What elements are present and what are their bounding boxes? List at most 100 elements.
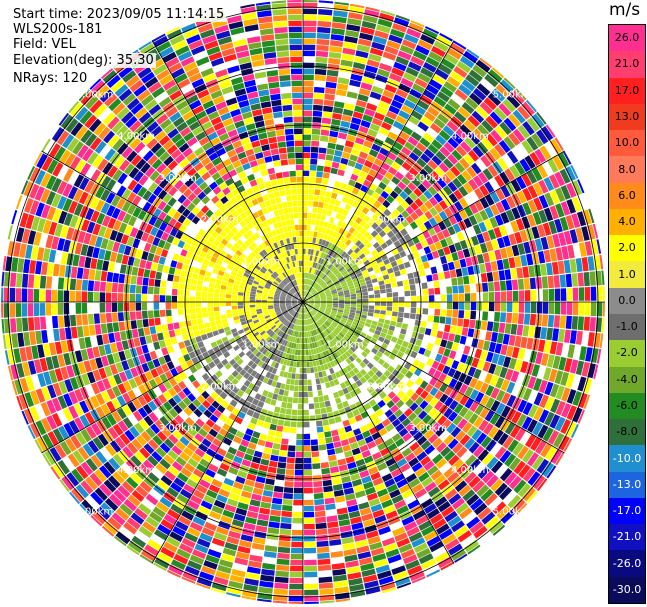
velocity-cell	[306, 319, 310, 325]
velocity-cell	[231, 378, 239, 386]
velocity-cell	[424, 383, 434, 393]
velocity-cell	[499, 280, 507, 291]
velocity-cell	[229, 324, 236, 330]
velocity-cell	[63, 239, 71, 253]
velocity-cell	[69, 290, 76, 302]
velocity-cell	[36, 247, 45, 261]
velocity-cell	[311, 342, 316, 349]
velocity-cell	[394, 343, 402, 351]
velocity-cell	[523, 349, 532, 362]
velocity-cell	[415, 313, 422, 321]
velocity-cell	[86, 347, 95, 360]
velocity-cell	[277, 552, 290, 559]
velocity-cell	[540, 236, 549, 250]
velocity-cell	[156, 479, 169, 491]
velocity-cell	[527, 376, 537, 389]
velocity-cell	[495, 402, 506, 415]
velocity-cell	[262, 557, 276, 564]
velocity-cell	[484, 194, 495, 206]
velocity-cell	[414, 78, 428, 89]
velocity-cell	[443, 141, 455, 153]
velocity-cell	[499, 121, 512, 135]
velocity-cell	[326, 387, 333, 394]
velocity-cell	[307, 373, 312, 380]
velocity-cell	[288, 445, 296, 452]
velocity-cell	[343, 41, 357, 50]
velocity-cell	[365, 586, 381, 595]
velocity-cell	[304, 325, 307, 332]
velocity-cell	[228, 278, 235, 284]
velocity-cell	[344, 294, 351, 298]
velocity-cell	[366, 283, 373, 288]
velocity-cell	[275, 382, 282, 389]
velocity-cell	[517, 278, 524, 290]
velocity-cell	[528, 265, 535, 278]
velocity-cell	[206, 395, 215, 405]
velocity-cell	[250, 370, 258, 377]
velocity-cell	[163, 354, 172, 363]
velocity-cell	[221, 318, 228, 324]
velocity-cell	[575, 258, 583, 272]
velocity-cell	[465, 336, 473, 347]
velocity-cell	[58, 210, 68, 225]
velocity-cell	[472, 145, 484, 158]
velocity-cell	[306, 313, 309, 319]
velocity-cell	[309, 255, 313, 261]
velocity-cell	[404, 521, 418, 532]
velocity-cell	[347, 159, 356, 168]
velocity-cell	[188, 374, 197, 383]
velocity-cell	[530, 302, 537, 314]
velocity-cell	[380, 254, 388, 261]
velocity-cell	[295, 343, 299, 350]
velocity-cell	[273, 304, 280, 307]
velocity-cell	[297, 355, 301, 362]
velocity-cell	[30, 422, 41, 438]
velocity-cell	[315, 328, 320, 335]
velocity-cell	[379, 221, 387, 230]
velocity-cell	[548, 220, 558, 235]
velocity-cell	[105, 292, 112, 302]
velocity-cell	[194, 543, 209, 554]
velocity-cell	[526, 170, 538, 184]
velocity-cell	[305, 254, 308, 261]
velocity-cell	[310, 287, 314, 293]
velocity-cell	[368, 466, 379, 475]
velocity-cell	[379, 366, 387, 374]
velocity-cell	[183, 353, 191, 362]
velocity-cell	[48, 221, 58, 236]
velocity-cell	[273, 327, 279, 333]
velocity-cell	[304, 541, 316, 548]
velocity-cell	[484, 206, 494, 219]
velocity-cell	[269, 386, 276, 393]
velocity-cell	[318, 0, 334, 4]
velocity-cell	[148, 318, 155, 327]
velocity-cell	[179, 543, 194, 554]
velocity-cell	[318, 371, 323, 378]
velocity-cell	[152, 237, 161, 247]
velocity-cell	[490, 387, 500, 399]
velocity-cell	[372, 264, 379, 270]
velocity-cell	[281, 339, 286, 346]
velocity-cell	[324, 400, 331, 407]
velocity-cell	[268, 308, 274, 312]
velocity-cell	[542, 161, 554, 176]
velocity-cell	[298, 307, 301, 313]
velocity-cell	[234, 319, 241, 325]
velocity-cell	[479, 209, 489, 221]
velocity-cell	[342, 47, 356, 56]
velocity-cell	[569, 330, 577, 344]
velocity-cell	[368, 168, 378, 177]
velocity-cell	[237, 502, 249, 511]
velocity-cell	[27, 303, 34, 317]
velocity-cell	[344, 299, 351, 302]
velocity-cell	[286, 402, 293, 409]
velocity-cell	[41, 204, 51, 219]
velocity-cell	[137, 407, 148, 418]
velocity-cell	[367, 97, 380, 106]
velocity-cell	[254, 481, 265, 490]
velocity-cell	[135, 346, 144, 356]
velocity-cell	[263, 447, 272, 454]
velocity-cell	[380, 190, 389, 200]
velocity-cell	[440, 287, 447, 295]
velocity-cell	[306, 331, 309, 338]
